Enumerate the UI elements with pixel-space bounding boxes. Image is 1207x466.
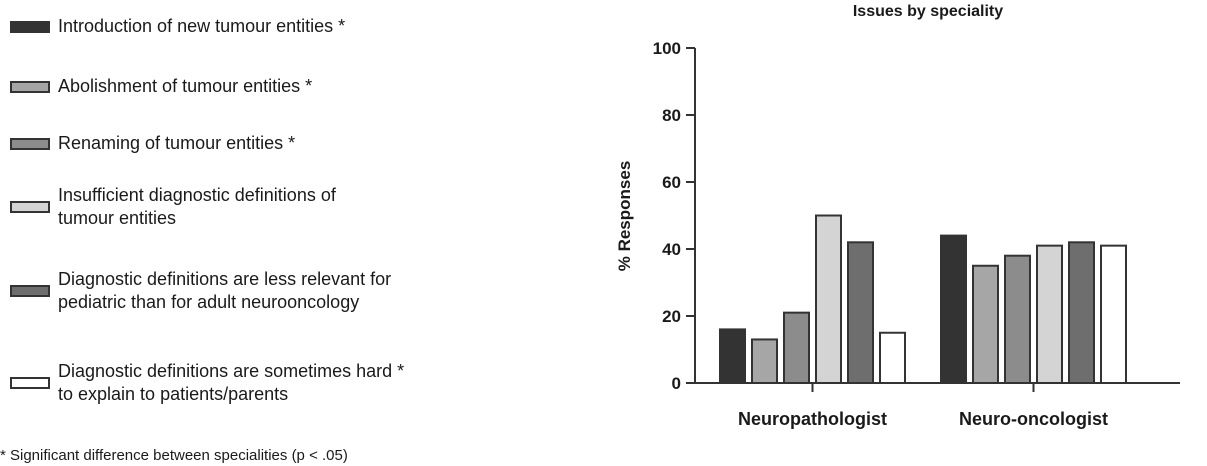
legend-swatch-renaming	[10, 137, 50, 150]
legend-swatch-new-entities	[10, 20, 50, 33]
bar-1-0	[940, 234, 967, 384]
bar-1-1	[972, 264, 999, 384]
x-tick-label-0: Neuropathologist	[738, 409, 887, 429]
bar-0-2	[783, 311, 810, 384]
bar-0-3	[815, 214, 842, 384]
y-tick-label-80: 80	[662, 106, 681, 125]
bar-0-4	[847, 241, 874, 384]
y-tick-label-100: 100	[653, 39, 681, 58]
legend-swatch-hard-to-explain	[10, 377, 50, 389]
y-axis: 0 20 40 60 80 100	[653, 39, 696, 393]
bar-1-3	[1036, 244, 1063, 384]
bar-0-0	[719, 328, 746, 384]
bar-0-1	[751, 338, 778, 385]
legend-item-renaming: Renaming of tumour entities *	[10, 132, 295, 155]
legend-label-insufficient: Insufficient diagnostic definitions of t…	[58, 185, 336, 228]
y-tick-label-20: 20	[662, 307, 681, 326]
legend-item-abolishment: Abolishment of tumour entities *	[10, 75, 312, 98]
legend-item-less-relevant: Diagnostic definitions are less relevant…	[10, 268, 391, 314]
x-axis: Neuropathologist Neuro-oncologist	[695, 382, 1180, 429]
y-tick-label-60: 60	[662, 173, 681, 192]
chart-title: Issues by speciality	[853, 3, 1003, 20]
legend-item-insufficient: Insufficient diagnostic definitions of t…	[10, 184, 336, 230]
bar-1-2	[1004, 254, 1031, 384]
legend-label-hard-to-explain: Diagnostic definitions are sometimes har…	[58, 361, 405, 404]
legend-label-abolishment: Abolishment of tumour entities *	[58, 76, 313, 96]
legend-label-less-relevant: Diagnostic definitions are less relevant…	[58, 269, 392, 312]
bar-1-4	[1068, 241, 1095, 384]
bar-chart: Issues by speciality % Responses 0 20 40 60…	[615, 3, 1180, 429]
legend-item-new-entities: Introduction of new tumour entities *	[10, 15, 345, 38]
y-tick-label-0: 0	[672, 374, 681, 393]
legend-swatch-insufficient	[10, 201, 50, 213]
legend-label-new-entities: Introduction of new tumour entities *	[58, 16, 346, 36]
bar-1-5	[1100, 244, 1127, 384]
y-tick-label-40: 40	[662, 240, 681, 259]
legend-swatch-less-relevant	[10, 285, 50, 297]
legend-label-renaming: Renaming of tumour entities *	[58, 133, 296, 153]
bars	[719, 214, 1127, 385]
y-axis-label: % Responses	[615, 161, 634, 272]
x-tick-label-1: Neuro-oncologist	[959, 409, 1108, 429]
chart-legend: Introduction of new tumour entities * Ab…	[0, 0, 520, 466]
legend-swatch-abolishment	[10, 80, 50, 93]
bar-0-5	[879, 331, 906, 384]
legend-item-hard-to-explain: Diagnostic definitions are sometimes har…	[10, 360, 404, 406]
footnote: * Significant difference between special…	[0, 447, 348, 464]
